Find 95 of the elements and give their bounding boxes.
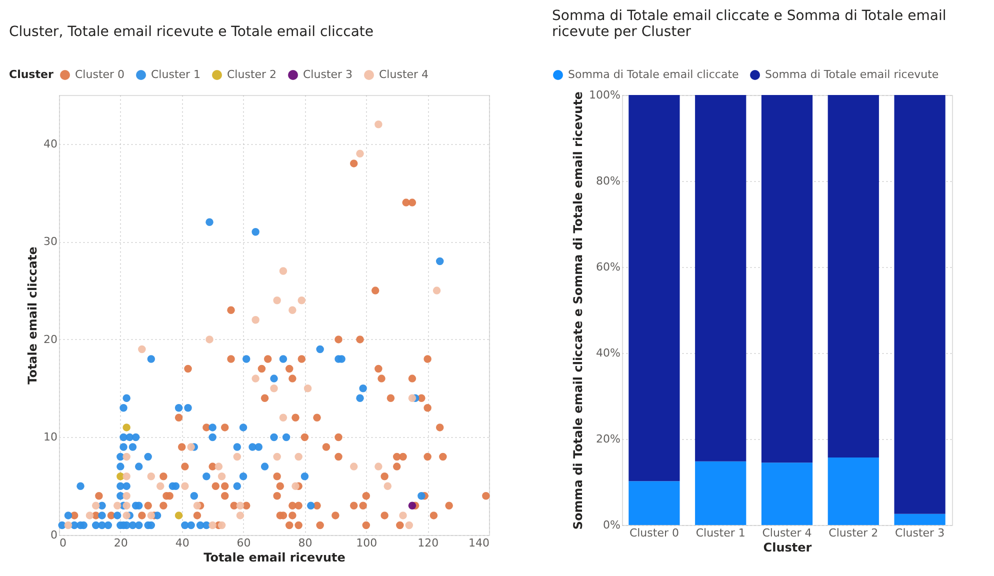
point <box>147 512 156 520</box>
point <box>236 512 244 520</box>
point <box>122 492 130 500</box>
x-tick-label: Cluster 2 <box>828 526 878 540</box>
point <box>279 414 288 422</box>
point <box>206 336 214 344</box>
bar <box>628 95 680 482</box>
y-axis-title: Totale email cliccate <box>26 246 40 384</box>
point <box>384 482 392 490</box>
bar <box>894 514 946 525</box>
point <box>122 502 130 510</box>
point <box>298 296 306 304</box>
legend-label: Cluster 0 <box>75 68 125 81</box>
point <box>122 424 130 432</box>
x-tick-label: 140 <box>468 536 490 550</box>
point <box>122 512 130 520</box>
x-axis-title: Totale email ricevute <box>204 550 346 564</box>
point <box>122 472 130 480</box>
point <box>356 150 364 158</box>
x-tick-label: Cluster 3 <box>895 526 945 540</box>
x-tick-label: 0 <box>60 536 66 550</box>
legend-label: Cluster 1 <box>151 68 201 81</box>
point <box>181 482 189 490</box>
point <box>174 512 183 520</box>
legend-label: Cluster 3 <box>303 68 353 81</box>
point <box>64 521 72 530</box>
point <box>294 452 302 461</box>
chart-title: Cluster, Totale email ricevute e Totale email cliccate <box>9 24 374 40</box>
point <box>156 482 164 490</box>
bar <box>628 481 680 525</box>
y-tick-label: 60% <box>596 260 620 274</box>
point <box>288 306 296 314</box>
x-tick-label: 120 <box>418 536 439 550</box>
point <box>147 472 156 480</box>
point <box>233 452 242 461</box>
x-tick-label: 60 <box>236 536 251 550</box>
y-tick-label: 30 <box>44 235 58 248</box>
y-tick-label: 40% <box>596 346 620 360</box>
y-tick-label: 20 <box>44 332 58 346</box>
point <box>236 502 244 510</box>
point <box>292 482 300 490</box>
bar <box>695 461 746 525</box>
point <box>399 512 407 520</box>
point <box>187 443 195 451</box>
bar <box>828 95 879 458</box>
x-tick-label: 40 <box>175 536 190 550</box>
point <box>252 374 260 382</box>
point <box>405 521 414 530</box>
point <box>408 502 416 510</box>
point <box>218 472 226 480</box>
point <box>113 502 122 510</box>
legend-label: Somma di Totale email cliccate <box>568 68 740 81</box>
point <box>304 384 312 392</box>
point <box>279 267 288 275</box>
bar <box>828 457 879 525</box>
y-tick-label: 20% <box>596 432 620 446</box>
point <box>374 120 382 128</box>
point <box>350 462 358 470</box>
y-tick-label: 100% <box>589 88 620 102</box>
y-tick-label: 40 <box>44 137 58 150</box>
y-axis-title: Somma di Totale email cliccate e Somma di Totale email ricevute <box>571 91 586 530</box>
point <box>86 512 94 520</box>
point <box>252 316 260 324</box>
point <box>408 394 416 402</box>
x-tick-label: Cluster 1 <box>696 526 746 540</box>
point <box>214 462 223 470</box>
point <box>138 345 146 354</box>
chart-title: Somma di Totale email cliccate e Somma di Totale email ricevute per Cluster <box>552 8 946 40</box>
y-tick-label: 0% <box>603 518 620 532</box>
point <box>374 462 382 470</box>
legend-label: Somma di Totale email ricevute <box>765 68 939 81</box>
bar <box>761 462 813 525</box>
point <box>273 296 281 304</box>
x-tick-label: Cluster 4 <box>762 526 812 540</box>
bar <box>894 95 946 514</box>
legend-label: Cluster 4 <box>379 68 429 81</box>
y-tick-label: 80% <box>596 174 620 188</box>
point <box>218 521 226 530</box>
point <box>193 502 202 510</box>
y-tick-label: 10 <box>44 430 58 444</box>
x-tick-label: 20 <box>114 536 128 550</box>
point <box>208 521 216 530</box>
point <box>270 384 278 392</box>
x-tick-label: Cluster 0 <box>629 526 679 540</box>
x-tick-label: 80 <box>298 536 312 550</box>
x-axis-title: Cluster <box>763 540 812 554</box>
point <box>122 452 130 461</box>
legend-label: Cluster 2 <box>227 68 277 81</box>
legend-title: Cluster <box>9 68 54 81</box>
point <box>432 286 441 294</box>
x-tick-label: 100 <box>356 536 378 550</box>
bar <box>695 95 746 462</box>
bar <box>761 95 813 463</box>
point <box>273 452 281 461</box>
point <box>92 502 100 510</box>
